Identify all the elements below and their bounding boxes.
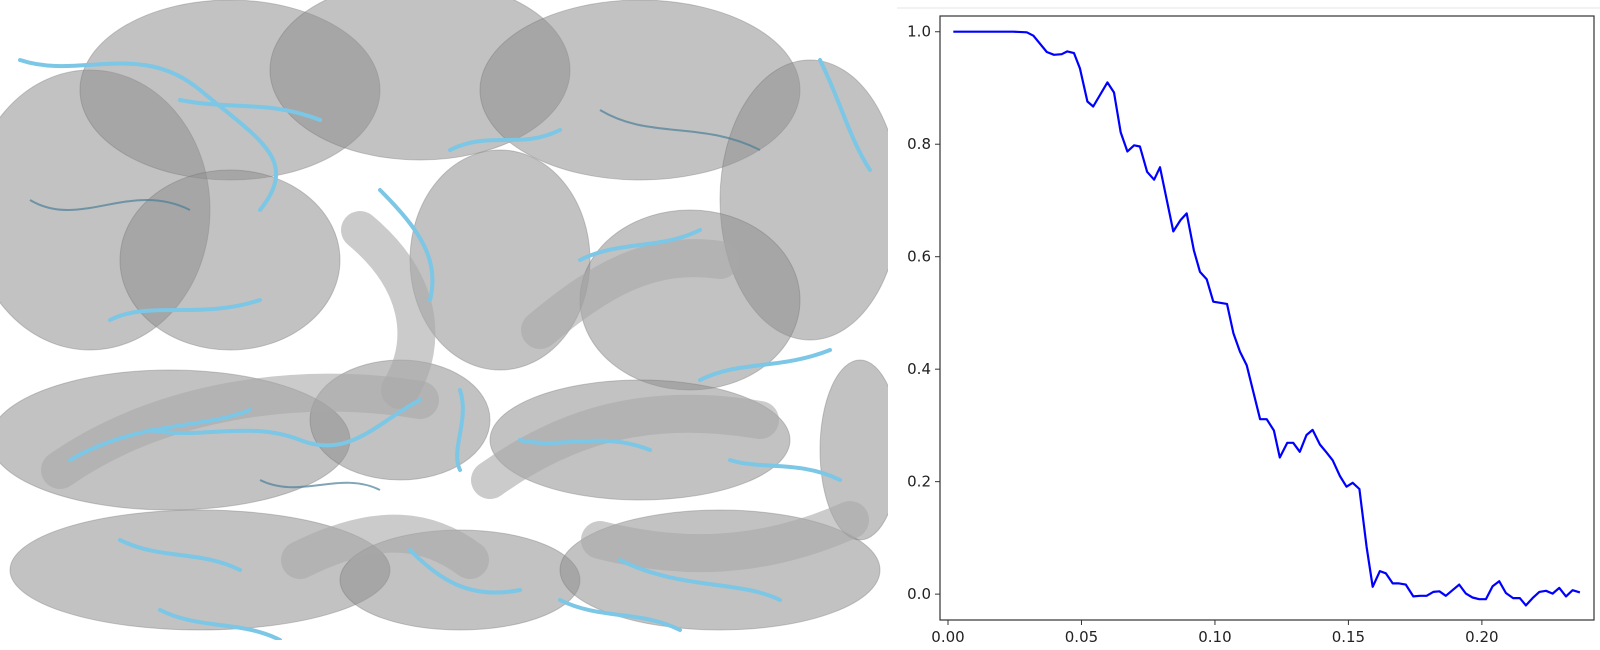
x-axis: 0.00 0.05 0.10 0.15 0.20: [931, 620, 1499, 646]
x-tick-label: 0.10: [1198, 628, 1231, 646]
series-points: [953, 31, 1580, 606]
plot-frame: [939, 15, 1595, 621]
y-axis: 0.0 0.2 0.4 0.6 0.8 1.0: [907, 23, 940, 603]
x-tick-label: 0.00: [931, 628, 964, 646]
y-tick-label: 0.4: [907, 360, 931, 378]
x-tick-label: 0.20: [1465, 628, 1498, 646]
ribbon-model: [18, 58, 872, 640]
y-tick-label: 0.6: [907, 248, 931, 266]
y-tick-label: 0.2: [907, 473, 931, 491]
y-tick-label: 0.8: [907, 135, 931, 153]
molecular-density-render: [0, 0, 888, 640]
x-tick-label: 0.05: [1065, 628, 1098, 646]
x-tick-label: 0.15: [1332, 628, 1365, 646]
y-tick-label: 1.0: [907, 23, 931, 41]
y-tick-label: 0.0: [907, 585, 931, 603]
